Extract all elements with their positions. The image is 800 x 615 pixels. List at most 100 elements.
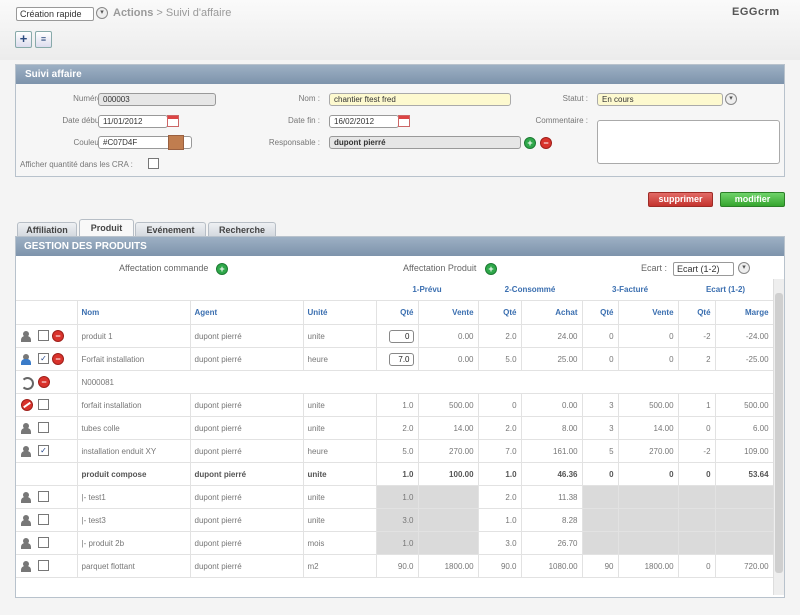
- col-nom[interactable]: Nom: [77, 300, 191, 325]
- cell: 3.0: [376, 508, 419, 532]
- cell: 1.0: [478, 508, 522, 532]
- commentaire-textarea[interactable]: [597, 120, 780, 164]
- user-icon[interactable]: [21, 423, 32, 434]
- row-checkbox[interactable]: [38, 514, 49, 525]
- qty-input[interactable]: 0: [388, 329, 414, 343]
- row-checkbox[interactable]: [38, 537, 49, 548]
- user-icon[interactable]: [21, 331, 32, 342]
- user-icon[interactable]: [21, 515, 32, 526]
- calendar-icon[interactable]: [167, 115, 179, 127]
- ecart-label: Ecart :: [641, 263, 668, 273]
- row-checkbox[interactable]: [38, 491, 49, 502]
- row-checkbox[interactable]: [38, 330, 49, 341]
- cell: 46.36: [521, 462, 583, 486]
- cell: 3.0: [478, 531, 522, 555]
- cell: 5.0: [376, 439, 419, 463]
- cell: 1080.00: [521, 554, 583, 578]
- qty-input[interactable]: 7.0: [388, 352, 414, 366]
- cell: 11.38: [521, 485, 583, 509]
- add-produit-icon[interactable]: +: [485, 263, 497, 275]
- modifier-button[interactable]: modifier: [720, 192, 785, 207]
- row-unit: heure: [303, 439, 377, 463]
- col-vente[interactable]: Vente: [618, 300, 679, 325]
- user-icon[interactable]: [21, 538, 32, 549]
- ecart-select[interactable]: Ecart (1-2): [673, 262, 734, 276]
- quick-create-select[interactable]: Création rapide: [16, 7, 94, 21]
- cell: 8.00: [521, 416, 583, 440]
- cell: 500.00: [715, 393, 774, 417]
- group-facture: 3-Facturé: [582, 278, 679, 301]
- delete-row-icon[interactable]: −: [52, 330, 64, 342]
- col-qte[interactable]: Qté: [582, 300, 619, 325]
- tab-produit[interactable]: Produit: [79, 219, 134, 236]
- tab-evenement[interactable]: Evénement: [135, 222, 206, 236]
- col-qte[interactable]: Qté: [678, 300, 716, 325]
- col-achat[interactable]: Achat: [521, 300, 583, 325]
- user-icon[interactable]: [21, 354, 32, 365]
- row-checkbox[interactable]: [38, 422, 49, 433]
- tab-affiliation[interactable]: Affiliation: [17, 222, 77, 236]
- table-row[interactable]: parquet flottant dupont pierré m2 90.0 1…: [16, 554, 774, 578]
- cell: 1800.00: [618, 554, 679, 578]
- row-unit: unite: [303, 416, 377, 440]
- table-row[interactable]: tubes colle dupont pierré unite 2.0 14.0…: [16, 416, 774, 440]
- color-swatch[interactable]: [168, 135, 184, 150]
- table-row[interactable]: ✓ installation enduit XY dupont pierré h…: [16, 439, 774, 463]
- table-row[interactable]: − produit 1 dupont pierré unite 0 0.00 2…: [16, 324, 774, 348]
- sub-row[interactable]: |- test1 dupont pierré unite 1.0 2.0 11.…: [16, 485, 774, 509]
- table-row[interactable]: forfait installation dupont pierré unite…: [16, 393, 774, 417]
- row-unit: m2: [303, 554, 377, 578]
- chevron-down-icon[interactable]: ▾: [96, 7, 108, 19]
- statut-select[interactable]: En cours: [597, 93, 723, 106]
- tab-recherche[interactable]: Recherche: [208, 222, 276, 236]
- col-vente[interactable]: Vente: [418, 300, 479, 325]
- affectation-produit-label: Affectation Produit: [403, 263, 477, 273]
- date-fin-field[interactable]: 16/02/2012: [329, 115, 399, 128]
- list-icon[interactable]: ≡: [35, 31, 52, 48]
- group-header-row: 1-Prévu 2-Consommé 3-Facturé Ecart (1-2): [16, 278, 774, 301]
- add-icon[interactable]: +: [15, 31, 32, 48]
- row-checkbox[interactable]: [38, 560, 49, 571]
- add-responsable-icon[interactable]: +: [524, 137, 536, 149]
- row-name: tubes colle: [77, 416, 191, 440]
- afficher-cra-checkbox[interactable]: [148, 158, 159, 169]
- cell: 26.70: [521, 531, 583, 555]
- sub-row[interactable]: |- test3 dupont pierré unite 3.0 1.0 8.2…: [16, 508, 774, 532]
- chevron-down-icon[interactable]: ▾: [738, 262, 750, 274]
- scrollbar-thumb[interactable]: [775, 293, 783, 573]
- supprimer-button[interactable]: supprimer: [648, 192, 713, 207]
- row-unit: unite: [303, 462, 377, 486]
- delete-row-icon[interactable]: −: [38, 376, 50, 388]
- composite-row[interactable]: produit compose dupont pierré unite 1.0 …: [16, 462, 774, 486]
- cell: 0: [618, 462, 679, 486]
- add-commande-icon[interactable]: +: [216, 263, 228, 275]
- vertical-scrollbar[interactable]: [773, 279, 784, 595]
- col-unite[interactable]: Unité: [303, 300, 377, 325]
- date-debut-field[interactable]: 11/01/2012: [98, 115, 168, 128]
- remove-responsable-icon[interactable]: −: [540, 137, 552, 149]
- chevron-down-icon[interactable]: ▾: [725, 93, 737, 105]
- nom-field[interactable]: chantier ftest fred: [329, 93, 511, 106]
- delete-row-icon[interactable]: −: [52, 353, 64, 365]
- col-agent[interactable]: Agent: [190, 300, 304, 325]
- cell: 1: [678, 393, 716, 417]
- user-icon[interactable]: [21, 561, 32, 572]
- col-marge[interactable]: Marge: [715, 300, 774, 325]
- user-icon[interactable]: [21, 492, 32, 503]
- row-checkbox-checked[interactable]: ✓: [38, 445, 49, 456]
- row-checkbox[interactable]: [38, 399, 49, 410]
- row-checkbox-checked[interactable]: ✓: [38, 353, 49, 364]
- cell: 0: [582, 462, 619, 486]
- top-bar: [0, 0, 800, 60]
- col-qte[interactable]: Qté: [376, 300, 419, 325]
- refresh-icon[interactable]: [21, 377, 34, 390]
- calendar-icon[interactable]: [398, 115, 410, 127]
- col-qte[interactable]: Qté: [478, 300, 522, 325]
- order-row[interactable]: − N000081: [16, 370, 774, 394]
- table-row[interactable]: ✓ − Forfait installation dupont pierré he…: [16, 347, 774, 371]
- sub-row[interactable]: |- produit 2b dupont pierré mois 1.0 3.0…: [16, 531, 774, 555]
- blocked-icon[interactable]: [21, 399, 33, 411]
- user-icon[interactable]: [21, 446, 32, 457]
- breadcrumb-actions[interactable]: Actions: [113, 7, 154, 19]
- responsable-label: Responsable :: [268, 138, 320, 147]
